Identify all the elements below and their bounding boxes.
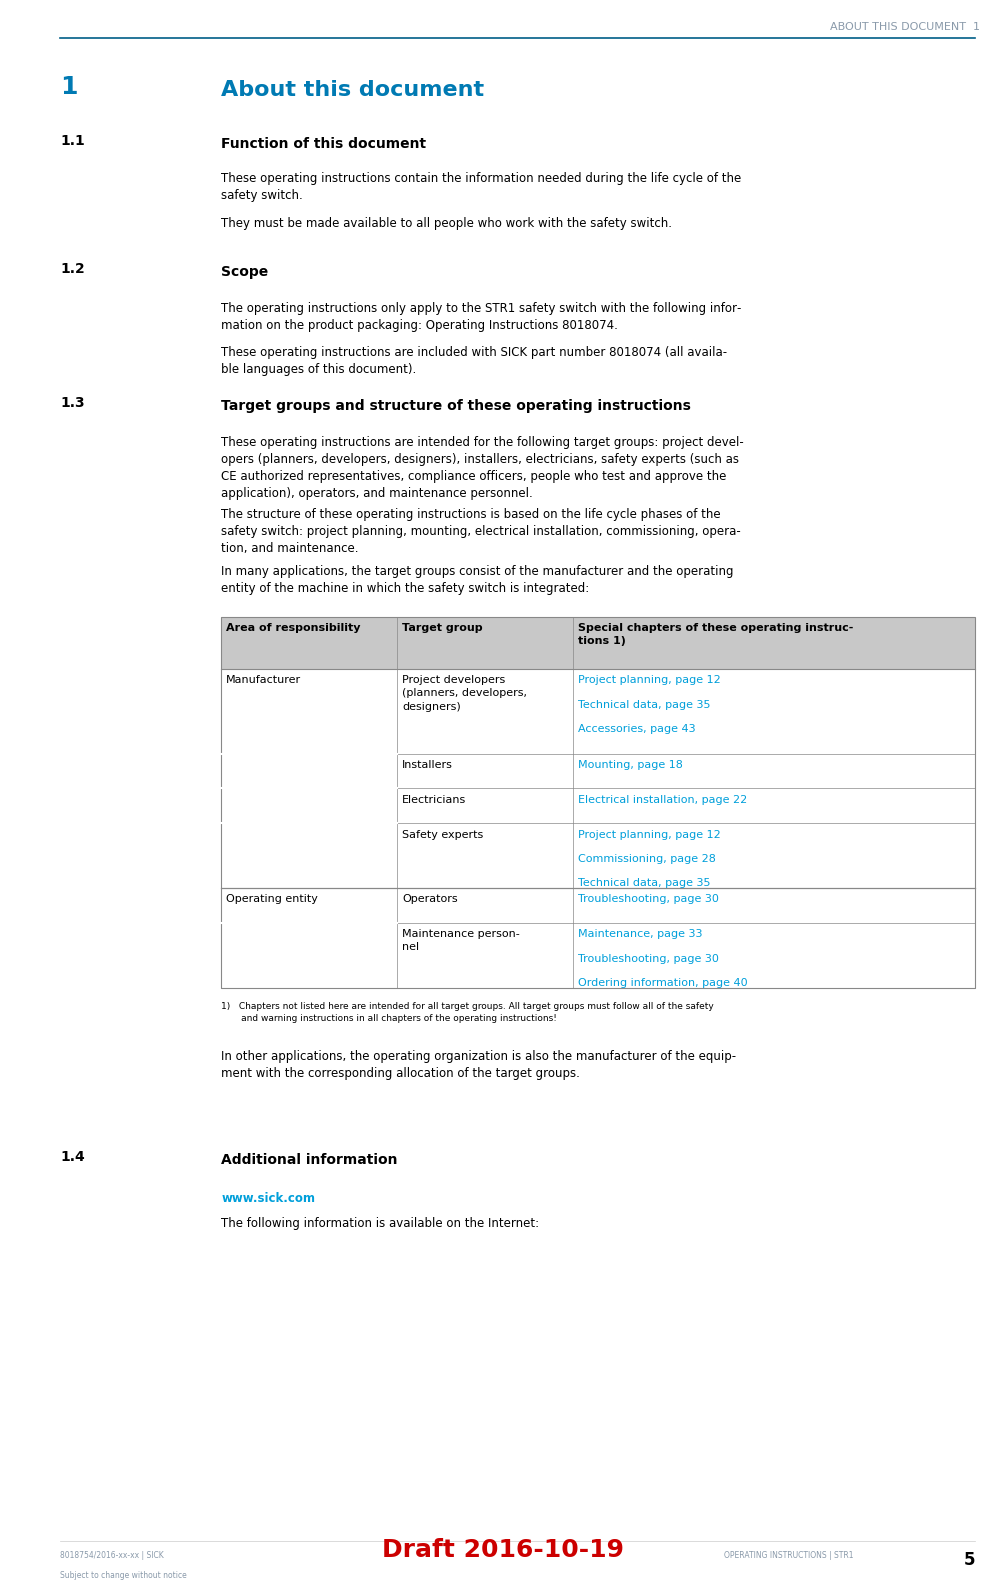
- Bar: [221, 617, 975, 669]
- Text: OPERATING INSTRUCTIONS | STR1: OPERATING INSTRUCTIONS | STR1: [724, 1551, 853, 1560]
- Text: 5: 5: [964, 1551, 975, 1568]
- Text: 1.3: 1.3: [60, 397, 85, 409]
- Text: Maintenance, page 33: Maintenance, page 33: [578, 930, 702, 939]
- Text: Ordering information, page 40: Ordering information, page 40: [578, 979, 748, 988]
- Text: Additional information: Additional information: [221, 1153, 398, 1167]
- Text: Troubleshooting, page 30: Troubleshooting, page 30: [578, 895, 719, 904]
- Text: Target group: Target group: [402, 623, 482, 632]
- Text: 1.2: 1.2: [60, 262, 85, 275]
- Text: Technical data, page 35: Technical data, page 35: [578, 700, 711, 710]
- Text: They must be made available to all people who work with the safety switch.: They must be made available to all peopl…: [221, 217, 672, 229]
- Text: 1.1: 1.1: [60, 134, 85, 149]
- Text: Project developers
(planners, developers,
designers): Project developers (planners, developers…: [402, 675, 527, 711]
- Text: The following information is available on the Internet:: The following information is available o…: [221, 1217, 540, 1230]
- Text: These operating instructions contain the information needed during the life cycl: These operating instructions contain the…: [221, 172, 742, 202]
- Text: 1: 1: [60, 74, 77, 98]
- Text: ABOUT THIS DOCUMENT  1: ABOUT THIS DOCUMENT 1: [830, 22, 980, 32]
- Text: www.sick.com: www.sick.com: [221, 1192, 316, 1205]
- Text: Manufacturer: Manufacturer: [226, 675, 302, 685]
- Text: Installers: Installers: [402, 760, 453, 770]
- Text: 8018754/2016-xx-xx | SICK: 8018754/2016-xx-xx | SICK: [60, 1551, 164, 1560]
- Text: Commissioning, page 28: Commissioning, page 28: [578, 854, 716, 863]
- Text: Draft 2016-10-19: Draft 2016-10-19: [382, 1538, 623, 1562]
- Text: Maintenance person-
nel: Maintenance person- nel: [402, 930, 520, 952]
- Text: Mounting, page 18: Mounting, page 18: [578, 760, 682, 770]
- Text: Target groups and structure of these operating instructions: Target groups and structure of these ope…: [221, 398, 691, 413]
- Text: Subject to change without notice: Subject to change without notice: [60, 1572, 187, 1581]
- Text: The structure of these operating instructions is based on the life cycle phases : The structure of these operating instruc…: [221, 508, 741, 555]
- Text: Special chapters of these operating instruc-
tions 1): Special chapters of these operating inst…: [578, 623, 853, 647]
- Text: Project planning, page 12: Project planning, page 12: [578, 830, 721, 840]
- Text: 1)   Chapters not listed here are intended for all target groups. All target gro: 1) Chapters not listed here are intended…: [221, 1002, 714, 1023]
- Text: Operators: Operators: [402, 895, 457, 904]
- Text: These operating instructions are intended for the following target groups: proje: These operating instructions are intende…: [221, 436, 744, 500]
- Text: About this document: About this document: [221, 79, 484, 100]
- Text: Function of this document: Function of this document: [221, 138, 426, 152]
- Text: In other applications, the operating organization is also the manufacturer of th: In other applications, the operating org…: [221, 1050, 737, 1080]
- Text: Scope: Scope: [221, 264, 268, 278]
- Text: Electricians: Electricians: [402, 795, 466, 805]
- Text: Project planning, page 12: Project planning, page 12: [578, 675, 721, 685]
- Text: 1.4: 1.4: [60, 1149, 85, 1164]
- Text: Safety experts: Safety experts: [402, 830, 483, 840]
- Text: These operating instructions are included with SICK part number 8018074 (all ava: These operating instructions are include…: [221, 346, 728, 376]
- Text: Area of responsibility: Area of responsibility: [226, 623, 361, 632]
- Bar: [221, 617, 975, 988]
- Text: Troubleshooting, page 30: Troubleshooting, page 30: [578, 953, 719, 963]
- Text: Accessories, page 43: Accessories, page 43: [578, 724, 695, 734]
- Text: Operating entity: Operating entity: [226, 895, 318, 904]
- Text: Electrical installation, page 22: Electrical installation, page 22: [578, 795, 747, 805]
- Text: The operating instructions only apply to the STR1 safety switch with the followi: The operating instructions only apply to…: [221, 302, 742, 332]
- Text: Technical data, page 35: Technical data, page 35: [578, 879, 711, 889]
- Text: In many applications, the target groups consist of the manufacturer and the oper: In many applications, the target groups …: [221, 566, 734, 596]
